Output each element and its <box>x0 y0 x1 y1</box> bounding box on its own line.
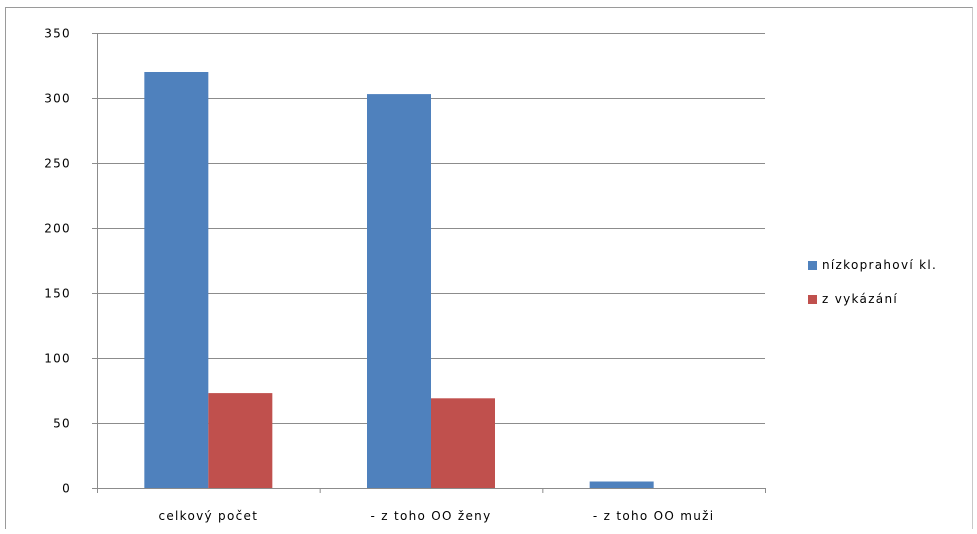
tick-labels: 0 50 100 150 200 250 300 350 celkový počet - z to… <box>44 27 715 524</box>
bars <box>144 72 654 488</box>
legend-item-series-2: z vykázání <box>808 290 937 308</box>
legend-label-series-1: nízkoprahoví kl. <box>822 258 938 272</box>
y-tick-label: 100 <box>44 352 71 366</box>
bar-2-2 <box>431 398 495 488</box>
bar-2-1 <box>208 393 273 488</box>
y-tick-label: 250 <box>44 157 71 171</box>
legend-swatch-series-1 <box>808 260 817 270</box>
bar-1-3 <box>589 481 654 488</box>
y-tick-label: 0 <box>62 482 71 496</box>
y-tick-label: 350 <box>44 27 71 41</box>
bar-1-2 <box>367 94 431 488</box>
y-tick-label: 300 <box>44 92 71 106</box>
y-tick-label: 50 <box>53 417 71 431</box>
x-tick-label: - z toho OO muži <box>593 509 715 523</box>
y-tick-label: 150 <box>44 287 71 301</box>
x-tick-label: - z toho OO ženy <box>371 509 492 523</box>
legend: nízkoprahoví kl. z vykázání <box>808 256 937 324</box>
x-tick-label: celkový počet <box>158 509 258 523</box>
legend-label-series-2: z vykázání <box>822 292 898 306</box>
legend-item-series-1: nízkoprahoví kl. <box>808 256 937 274</box>
axes <box>97 33 765 489</box>
legend-swatch-series-2 <box>808 294 817 304</box>
y-tick-label: 200 <box>44 222 71 236</box>
bar-1-1 <box>144 72 209 488</box>
